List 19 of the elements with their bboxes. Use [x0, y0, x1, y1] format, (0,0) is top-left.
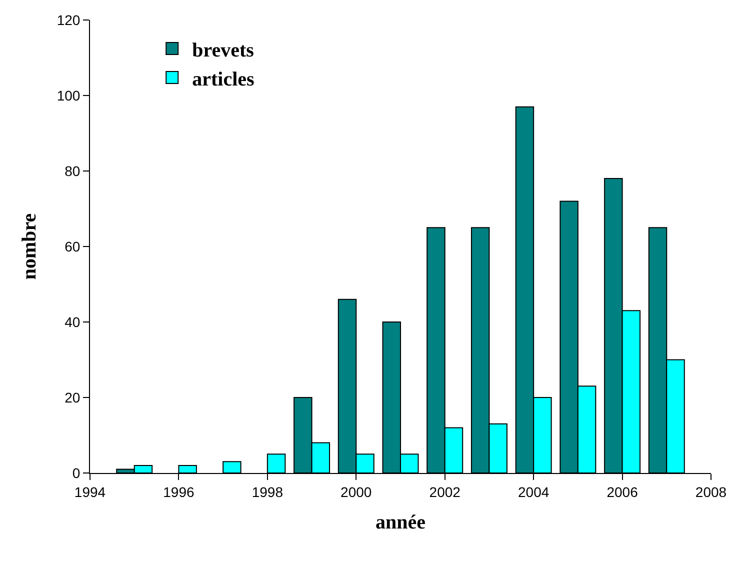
legend-label: brevets [192, 39, 254, 62]
x-tick-label: 2004 [518, 484, 550, 500]
x-axis-title: année [376, 511, 426, 534]
x-tick-label: 1998 [252, 484, 284, 500]
y-tick-label: 100 [56, 87, 80, 104]
y-tick-label: 60 [64, 238, 80, 254]
y-tick-label: 20 [64, 389, 80, 406]
x-tick-label: 2000 [340, 484, 372, 500]
y-tick-label: 80 [64, 162, 80, 179]
y-tick-label: 120 [56, 12, 80, 28]
y-tick-label: 0 [72, 464, 80, 481]
x-tick-label: 2006 [606, 484, 638, 500]
x-tick-label: 2002 [429, 484, 461, 500]
y-axis-title: nombre [18, 213, 40, 280]
x-tick-label: 1996 [163, 484, 194, 500]
x-tick-label: 2008 [695, 484, 727, 500]
y-tick-label: 40 [64, 314, 80, 330]
legend-label: articles [192, 68, 255, 90]
x-tick-label: 1994 [74, 484, 106, 500]
